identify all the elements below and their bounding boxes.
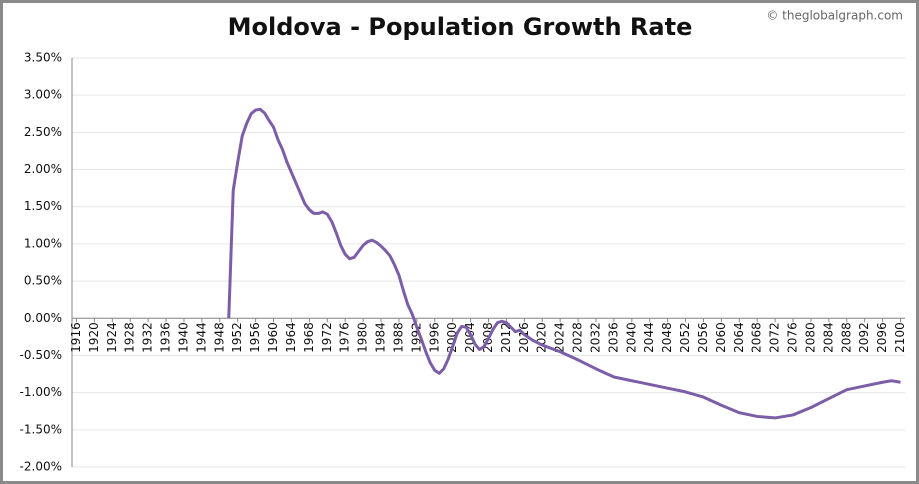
x-tick-label: 1996: [427, 322, 441, 353]
x-tick-label: 2096: [875, 322, 889, 353]
y-tick-label: -1.50%: [20, 422, 62, 436]
x-tick-label: 2044: [642, 322, 656, 353]
y-tick-label: -0.50%: [20, 348, 62, 362]
chart-title: Moldova - Population Growth Rate: [228, 13, 693, 41]
x-tick-label: 2084: [821, 322, 835, 353]
x-tick-label: 2100: [893, 322, 907, 353]
x-tick-label: 2092: [857, 322, 871, 353]
y-tick-label: 1.50%: [24, 199, 62, 213]
x-tick-label: 2000: [445, 322, 459, 353]
y-tick-label: 3.50%: [24, 51, 62, 65]
x-tick-label: 2024: [553, 322, 567, 353]
x-tick-label: 1980: [356, 322, 370, 353]
y-tick-label: -1.00%: [20, 385, 62, 399]
x-tick-label: 1976: [338, 322, 352, 353]
y-tick-label: 1.00%: [24, 236, 62, 250]
y-tick-label: 0.50%: [24, 274, 62, 288]
x-tick-label: 1916: [69, 322, 83, 353]
x-tick-label: 1924: [105, 322, 119, 353]
x-tick-label: 1972: [320, 322, 334, 353]
x-tick-label: 1932: [141, 322, 155, 353]
data-line: [227, 107, 901, 420]
x-tick-label: 1984: [374, 322, 388, 353]
x-tick-label: 1992: [409, 322, 423, 353]
x-tick-label: 1952: [230, 322, 244, 353]
x-tick-label: 2072: [768, 322, 782, 353]
x-tick-label: 2064: [732, 322, 746, 353]
x-tick-label: 2080: [803, 322, 817, 353]
x-tick-label: 1956: [248, 322, 262, 353]
y-tick-label: -2.00%: [20, 460, 62, 474]
x-tick-label: 1940: [176, 322, 190, 353]
x-tick-label: 2076: [786, 322, 800, 353]
x-tick-label: 2068: [750, 322, 764, 353]
y-tick-label: 0.00%: [24, 311, 62, 325]
x-tick-label: 2040: [624, 322, 638, 353]
x-tick-label: 1920: [87, 322, 101, 353]
x-tick-label: 1960: [266, 322, 280, 353]
x-tick-label: 2036: [606, 322, 620, 353]
x-tick-label: 2056: [696, 322, 710, 353]
x-tick-label: 2060: [714, 322, 728, 353]
y-tick-label: 3.00%: [24, 88, 62, 102]
x-tick-label: 1948: [212, 322, 226, 353]
x-tick-label: 1988: [391, 322, 405, 353]
x-tick-label: 2012: [499, 322, 513, 353]
x-tick-label: 1936: [159, 322, 173, 353]
watermark: © theglobalgraph.com: [766, 9, 903, 23]
x-tick-label: 2052: [678, 322, 692, 353]
x-tick-label: 2048: [660, 322, 674, 353]
x-tick-label: 1944: [194, 322, 208, 353]
x-tick-label: 1964: [284, 322, 298, 353]
x-tick-label: 2028: [571, 322, 585, 353]
x-tick-label: 2088: [839, 322, 853, 353]
x-tick-label: 2032: [588, 322, 602, 353]
x-tick-label: 1968: [302, 322, 316, 353]
y-tick-label: 2.00%: [24, 162, 62, 176]
x-tick-label: 1928: [123, 322, 137, 353]
y-tick-label: 2.50%: [24, 125, 62, 139]
